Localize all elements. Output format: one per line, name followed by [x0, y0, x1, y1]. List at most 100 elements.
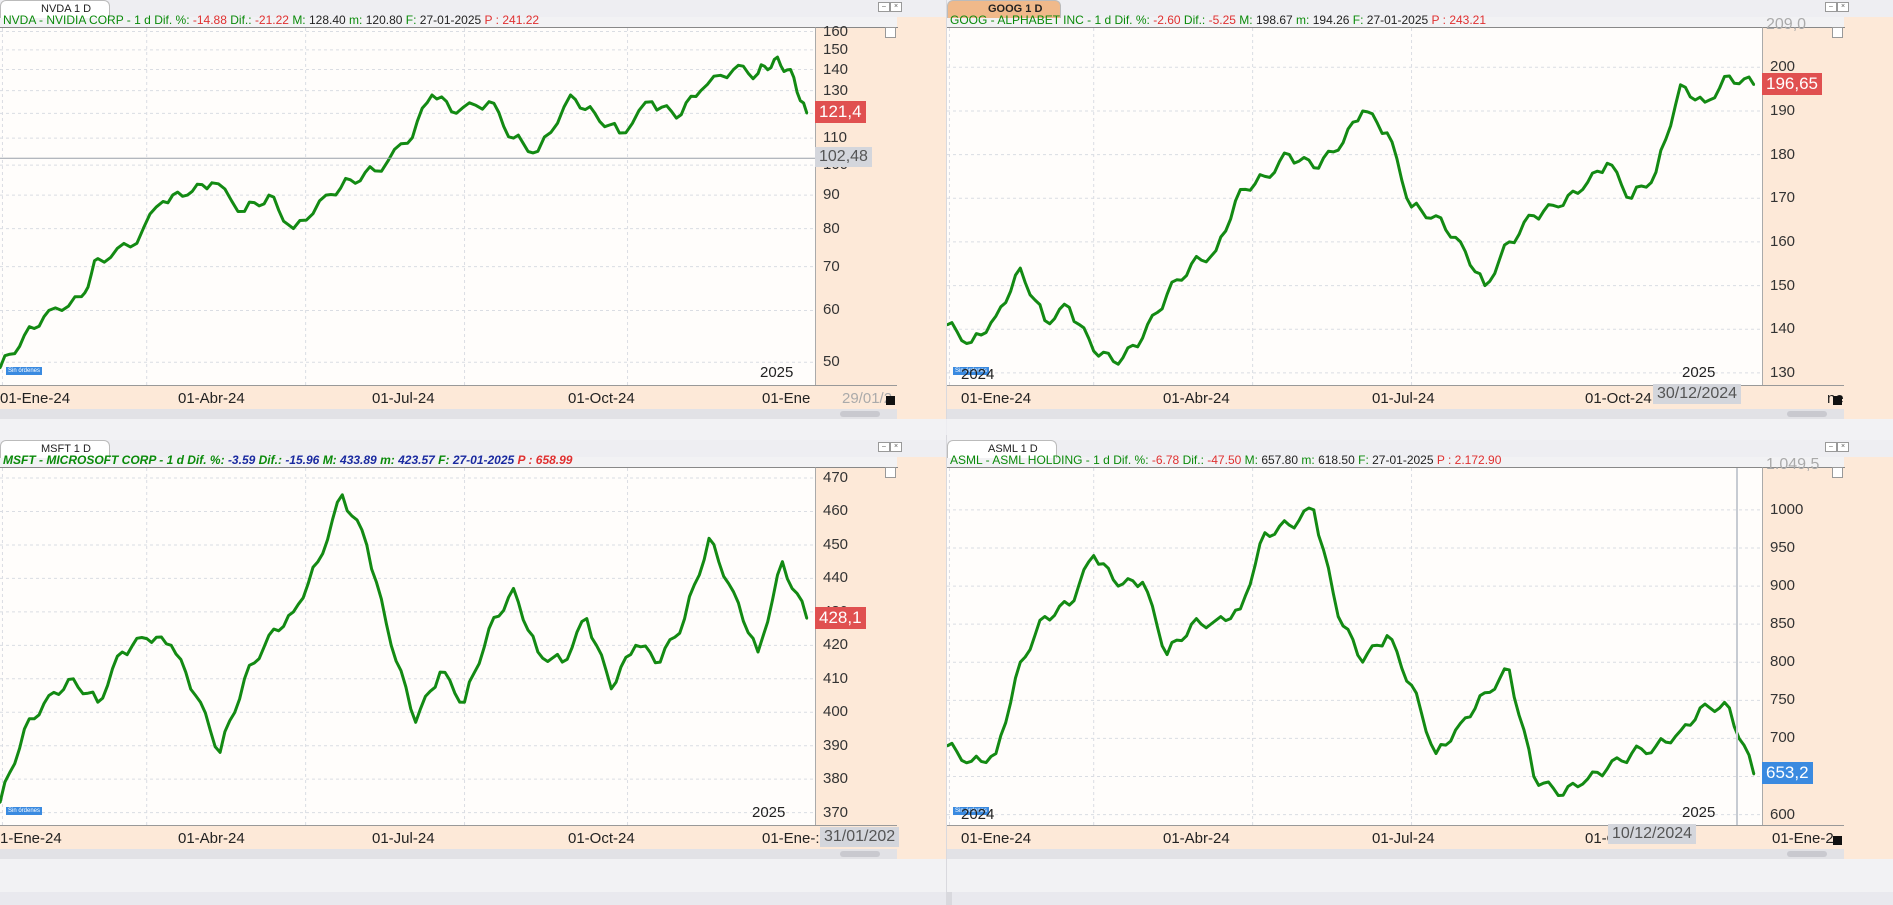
data-point	[1092, 349, 1095, 353]
dif-value: -47.50	[1207, 453, 1242, 467]
corner-box-icon[interactable]	[1832, 27, 1843, 38]
close-icon[interactable]: ×	[890, 2, 902, 12]
x-tick-label: 01-Ene-24	[961, 390, 1032, 407]
close-icon[interactable]: ×	[1837, 442, 1849, 452]
price-series-line[interactable]	[947, 74, 1756, 366]
corner-square-icon[interactable]	[886, 396, 895, 405]
data-point	[1434, 752, 1438, 755]
data-point	[243, 677, 246, 680]
y-tick-label: 50	[823, 353, 840, 371]
corner-box-icon[interactable]	[885, 27, 896, 38]
data-point	[1043, 319, 1046, 322]
horizontal-scrollbar[interactable]	[947, 409, 1844, 419]
y-tick-label: 140	[1770, 320, 1796, 338]
data-point	[1410, 205, 1413, 209]
scrollbar-thumb[interactable]	[840, 411, 880, 417]
dif-value: -15.96	[285, 453, 320, 467]
dif-pct-value: -2.60	[1153, 13, 1181, 27]
data-point	[1092, 554, 1095, 557]
data-point	[169, 644, 173, 647]
y-tick-label: 470	[823, 469, 849, 487]
data-point	[1361, 109, 1364, 113]
cursor-badge: 102,48	[815, 147, 872, 168]
data-point	[1116, 584, 1120, 588]
data-point	[455, 112, 458, 115]
orders-badge[interactable]: Sin órdenes	[953, 807, 989, 815]
minimize-icon[interactable]: –	[1825, 442, 1837, 452]
plot-area[interactable]: Sin órdenes 2025	[0, 467, 815, 826]
corner-square-icon[interactable]	[1833, 396, 1842, 405]
data-point	[1165, 653, 1169, 656]
current-price-badge: 121,4	[815, 101, 866, 124]
data-point	[1752, 83, 1756, 86]
axis-top-value: 1.049,5	[1766, 456, 1820, 473]
data-point	[585, 617, 588, 620]
plot-area[interactable]: Sin órdenes 2025 2024	[947, 467, 1762, 826]
price-series-line[interactable]	[947, 506, 1756, 797]
tab-nvda[interactable]: NVDA 1 D	[0, 0, 111, 18]
data-point	[23, 727, 26, 731]
close-icon[interactable]: ×	[1837, 2, 1849, 12]
data-point	[512, 587, 515, 590]
data-point	[47, 694, 51, 697]
minimize-icon[interactable]: –	[878, 2, 890, 12]
tab-goog[interactable]: GOOG 1 D	[947, 0, 1062, 18]
data-point	[610, 687, 613, 691]
y-tick-label: 170	[1770, 189, 1796, 207]
scrollbar-thumb[interactable]	[840, 851, 880, 857]
data-point	[789, 68, 792, 71]
x-tick-label-end: 01-Ene-2	[1772, 830, 1834, 847]
minimize-icon[interactable]: –	[1825, 2, 1837, 12]
price-series-line[interactable]	[0, 493, 809, 803]
orders-badge[interactable]: Sin órdenes	[6, 807, 42, 815]
cursor-badge: 31/01/202	[820, 827, 900, 847]
scrollbar-thumb[interactable]	[1787, 411, 1827, 417]
data-point	[805, 112, 809, 115]
date-label: F:	[405, 13, 417, 27]
corner-box-icon[interactable]	[1832, 467, 1843, 478]
y-tick-label: 600	[1770, 805, 1796, 823]
data-point	[1434, 214, 1438, 217]
dif-pct-label: Dif. %:	[187, 453, 225, 467]
price-chart[interactable]	[947, 28, 1762, 386]
x-tick-label: 01-Ene-24	[961, 830, 1032, 847]
dif-value: -21.22	[254, 13, 289, 27]
max-value: 657.80	[1261, 453, 1299, 467]
max-value: 198.67	[1255, 13, 1293, 27]
max-label: M:	[1239, 13, 1253, 27]
corner-box-icon[interactable]	[885, 467, 896, 478]
data-point	[1385, 634, 1389, 637]
horizontal-scrollbar[interactable]	[947, 849, 1844, 859]
current-price-badge: 653,2	[1762, 762, 1813, 785]
data-point	[292, 610, 295, 614]
current-price-badge: 428,1	[815, 606, 866, 629]
close-icon[interactable]: ×	[890, 442, 902, 452]
horizontal-scrollbar[interactable]	[0, 409, 897, 419]
plot-area[interactable]: Sin órdenes 2025	[0, 27, 815, 386]
scrollbar-thumb[interactable]	[1787, 851, 1827, 857]
orders-badge[interactable]: Sin órdenes	[953, 367, 989, 375]
data-point	[756, 650, 760, 654]
orders-badge[interactable]: Sin órdenes	[6, 367, 42, 375]
data-point	[732, 68, 735, 71]
price-series-line[interactable]	[0, 55, 809, 369]
tab-msft[interactable]: MSFT 1 D	[0, 440, 110, 458]
data-point	[390, 644, 393, 647]
minimize-icon[interactable]: –	[878, 442, 890, 452]
p-label: P :	[484, 13, 499, 27]
data-point	[324, 193, 328, 197]
data-point	[1703, 101, 1707, 104]
side-strip	[1844, 17, 1893, 419]
horizontal-scrollbar[interactable]	[0, 849, 897, 859]
y-tick-label: 140	[823, 60, 849, 78]
data-point	[194, 694, 197, 697]
plot-area[interactable]: Sin órdenes 2025 2024	[947, 27, 1762, 386]
tab-asml[interactable]: ASML 1 D	[947, 440, 1057, 458]
side-strip	[1844, 457, 1893, 859]
price-chart[interactable]	[947, 468, 1762, 826]
data-point	[414, 721, 417, 724]
price-chart[interactable]	[0, 28, 815, 386]
y-tick-label: 380	[823, 770, 849, 788]
price-chart[interactable]	[0, 468, 815, 826]
corner-square-icon[interactable]	[1833, 836, 1842, 845]
